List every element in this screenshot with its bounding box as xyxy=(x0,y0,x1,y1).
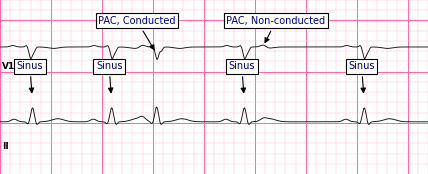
Text: PAC, Conducted: PAC, Conducted xyxy=(98,16,176,50)
Text: V1: V1 xyxy=(2,62,15,71)
Text: PAC, Non-conducted: PAC, Non-conducted xyxy=(226,16,326,42)
Text: Sinus: Sinus xyxy=(17,61,43,93)
Text: II: II xyxy=(2,142,9,151)
Text: Sinus: Sinus xyxy=(229,61,255,93)
Text: Sinus: Sinus xyxy=(96,61,122,93)
Text: Sinus: Sinus xyxy=(348,61,375,93)
